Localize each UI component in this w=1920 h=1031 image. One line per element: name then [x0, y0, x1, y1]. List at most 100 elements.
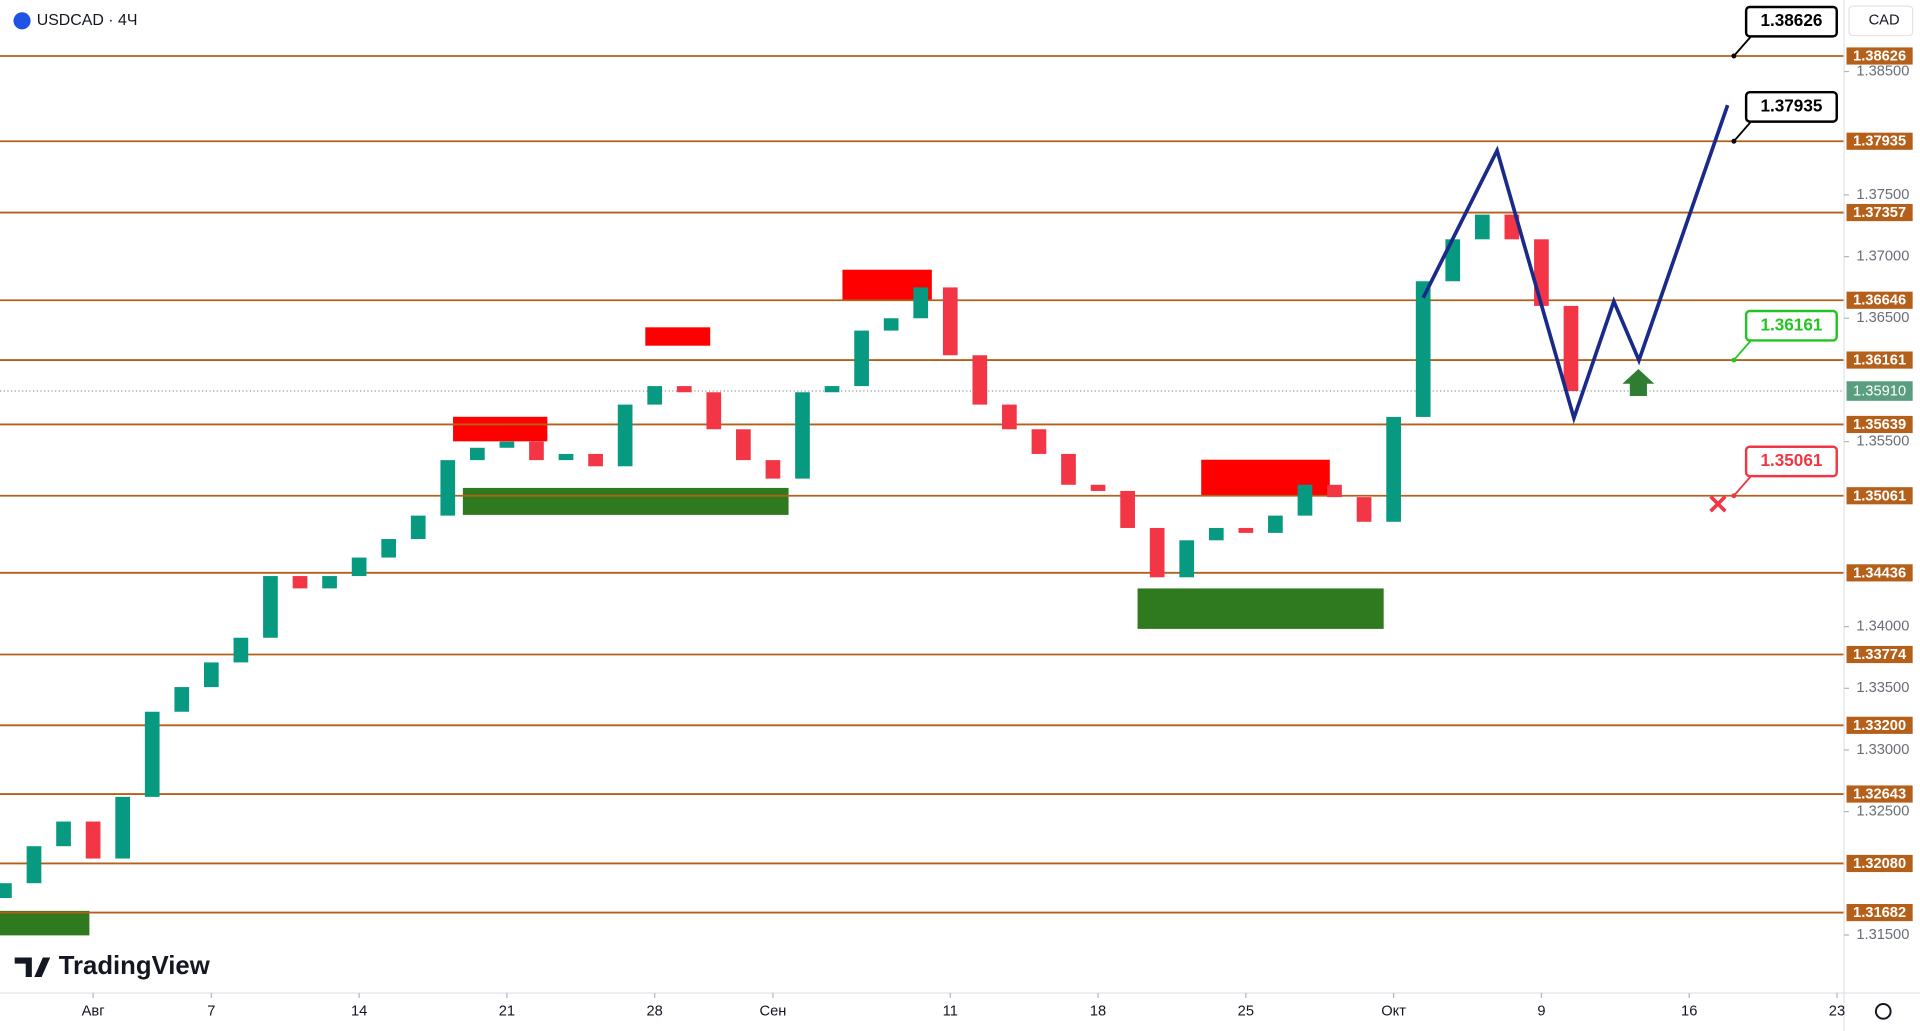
last-price-label: 1.35910: [1853, 384, 1906, 400]
level-box: [1846, 903, 1913, 922]
candle-body: [1179, 540, 1195, 578]
callout-pointer: [1733, 121, 1752, 142]
candle-body: [56, 821, 71, 847]
candle-body: [1327, 484, 1342, 498]
demand-zone: [462, 487, 789, 515]
candle-body: [292, 576, 308, 589]
x-tick-label: 11: [943, 1003, 958, 1019]
level-label: 1.33200: [1853, 718, 1906, 734]
demand-zone: [1137, 588, 1384, 629]
y-tick-label: 1.34000: [1856, 619, 1909, 635]
x-tick-label: Сен: [759, 1003, 786, 1019]
candle-body: [203, 662, 219, 688]
candle-body: [1120, 490, 1135, 528]
level-label: 1.36646: [1853, 293, 1906, 309]
x-tick-label: 25: [1238, 1003, 1254, 1019]
level-box: [1846, 785, 1913, 803]
x-tick-label: Окт: [1381, 1003, 1406, 1019]
candle-body: [115, 796, 131, 859]
level-label: 1.32643: [1853, 787, 1906, 803]
level-box: [1846, 854, 1913, 873]
callout-anchor: [1731, 493, 1737, 499]
level-box: [1846, 351, 1913, 369]
callout-box: [1744, 90, 1838, 123]
candle-body: [351, 557, 367, 577]
candle-body: [736, 429, 751, 461]
level-label: 1.31682: [1853, 905, 1906, 921]
candle-body: [765, 460, 781, 479]
candle-body: [381, 539, 397, 558]
candle-body: [1149, 527, 1165, 578]
supply-zone: [645, 327, 711, 346]
candle-body: [1534, 239, 1549, 306]
candle-body: [174, 687, 190, 712]
candle-body: [1238, 527, 1254, 533]
candle-body: [1415, 281, 1431, 417]
candle-body: [85, 821, 101, 859]
buy-arrow: [1622, 369, 1655, 396]
level-box: [1846, 47, 1913, 65]
callout-box: [1744, 5, 1838, 38]
stop-mark: [1709, 495, 1727, 513]
callout-box: [1744, 445, 1838, 478]
candle-body: [913, 287, 929, 319]
level-box: [1846, 415, 1913, 434]
zones: [0, 269, 1384, 936]
level-label: 1.38626: [1853, 49, 1906, 65]
y-tick-label: 1.36500: [1856, 310, 1909, 326]
callout-label: 1.38626: [1760, 10, 1822, 30]
callout-anchor: [1731, 53, 1737, 59]
currency-button[interactable]: [1848, 5, 1914, 37]
y-tick-label: 1.37000: [1856, 248, 1909, 264]
candle-body: [1002, 404, 1017, 430]
demand-zone: [0, 910, 90, 936]
candle-body: [824, 386, 840, 393]
level-label: 1.32080: [1853, 856, 1906, 872]
x-tick-label: 16: [1681, 1003, 1697, 1019]
candle-body: [588, 453, 603, 467]
candle-body: [1061, 453, 1076, 485]
x-tick-label: 28: [647, 1003, 663, 1019]
callout-pointer: [1733, 339, 1752, 361]
brand: TradingView: [59, 952, 211, 980]
level-label: 1.36161: [1853, 353, 1906, 369]
candle-body: [440, 460, 456, 516]
symbol: USDCAD · 4Ч: [37, 12, 138, 29]
callout-box: [1744, 309, 1838, 342]
level-box: [1846, 645, 1913, 664]
candle-body: [1268, 515, 1283, 533]
level-box: [1846, 716, 1913, 734]
x-tick-label: 9: [1537, 1003, 1545, 1019]
candle-body: [617, 404, 633, 467]
candle-body: [470, 447, 485, 461]
currency[interactable]: CAD: [1869, 13, 1900, 29]
level-label: 1.33774: [1853, 647, 1907, 663]
y-tick-label: 1.35500: [1856, 433, 1909, 449]
callout-pointer: [1733, 475, 1752, 497]
y-tick-label: 1.33500: [1856, 680, 1909, 696]
candle-body: [499, 441, 515, 448]
y-tick-label: 1.33000: [1856, 742, 1909, 758]
level-box: [1846, 132, 1913, 150]
level-label: 1.35639: [1853, 417, 1906, 433]
level-box: [1846, 291, 1913, 309]
candle-body: [0, 883, 12, 899]
candle-body: [144, 711, 160, 797]
x-tick-label: 23: [1829, 1003, 1845, 1019]
y-tick-label: 1.37500: [1856, 187, 1909, 203]
candle-body: [233, 637, 249, 663]
candle-body: [558, 453, 574, 461]
candle-body: [1090, 484, 1106, 491]
candle-body: [1356, 497, 1372, 522]
candle-body: [1474, 214, 1490, 240]
candle-body: [647, 386, 663, 405]
settings-icon[interactable]: [1874, 1003, 1892, 1020]
level-label: 1.37357: [1853, 205, 1906, 221]
candle-body: [676, 386, 692, 393]
callout-pointer: [1733, 35, 1752, 57]
candle-body: [1563, 305, 1579, 392]
y-tick-label: 1.31500: [1856, 927, 1909, 943]
x-tick-label: 18: [1090, 1003, 1106, 1019]
